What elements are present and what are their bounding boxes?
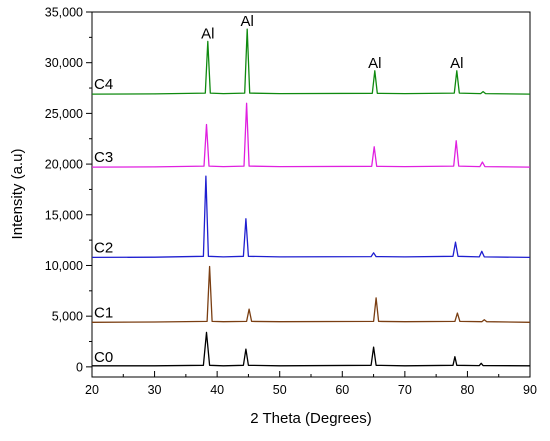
x-tick-label: 20	[85, 383, 99, 397]
series-line-c2	[91, 175, 531, 259]
series-label-c4: C4	[94, 76, 113, 93]
series-line-c3	[91, 102, 531, 168]
y-axis-title: Intensity (a.u)	[9, 149, 26, 240]
series-line-c1	[91, 265, 531, 323]
peak-annotation: Al	[450, 55, 463, 72]
y-tick-label: 15,000	[45, 208, 83, 222]
y-tick-label: 5,000	[52, 310, 83, 324]
y-tick-label: 20,000	[45, 158, 83, 172]
series-label-c0: C0	[94, 349, 113, 366]
peak-annotation: Al	[201, 25, 214, 42]
series-layer	[91, 28, 531, 367]
series-line-c0	[92, 331, 531, 367]
x-tick-label: 80	[460, 383, 474, 397]
label-layer: C0 C1 C2 C3 C4 Al Al Al Al	[94, 13, 463, 366]
x-tick-label: 30	[148, 383, 162, 397]
series-label-c3: C3	[94, 149, 113, 166]
y-tick-label: 30,000	[45, 56, 83, 70]
y-tick-label: 35,000	[45, 6, 83, 20]
y-tick-label: 25,000	[45, 107, 83, 121]
x-tick-label: 40	[210, 383, 224, 397]
y-tick-label: 10,000	[45, 259, 83, 273]
peak-annotation: Al	[368, 55, 381, 72]
peak-annotation: Al	[241, 13, 254, 30]
x-tick-label: 90	[523, 383, 537, 397]
x-tick-label: 70	[398, 383, 412, 397]
x-axis-title: 2 Theta (Degrees)	[250, 410, 371, 427]
x-tick-label: 50	[273, 383, 287, 397]
y-tick-label: 0	[76, 360, 83, 374]
axis-layer: 20 30 40 50 60 70 80 90 0 5,000 10,000 15,000 20,000…	[45, 6, 537, 398]
series-label-c2: C2	[94, 239, 113, 256]
series-line-c4	[91, 28, 531, 95]
series-label-c1: C1	[94, 304, 113, 321]
x-tick-label: 60	[335, 383, 349, 397]
